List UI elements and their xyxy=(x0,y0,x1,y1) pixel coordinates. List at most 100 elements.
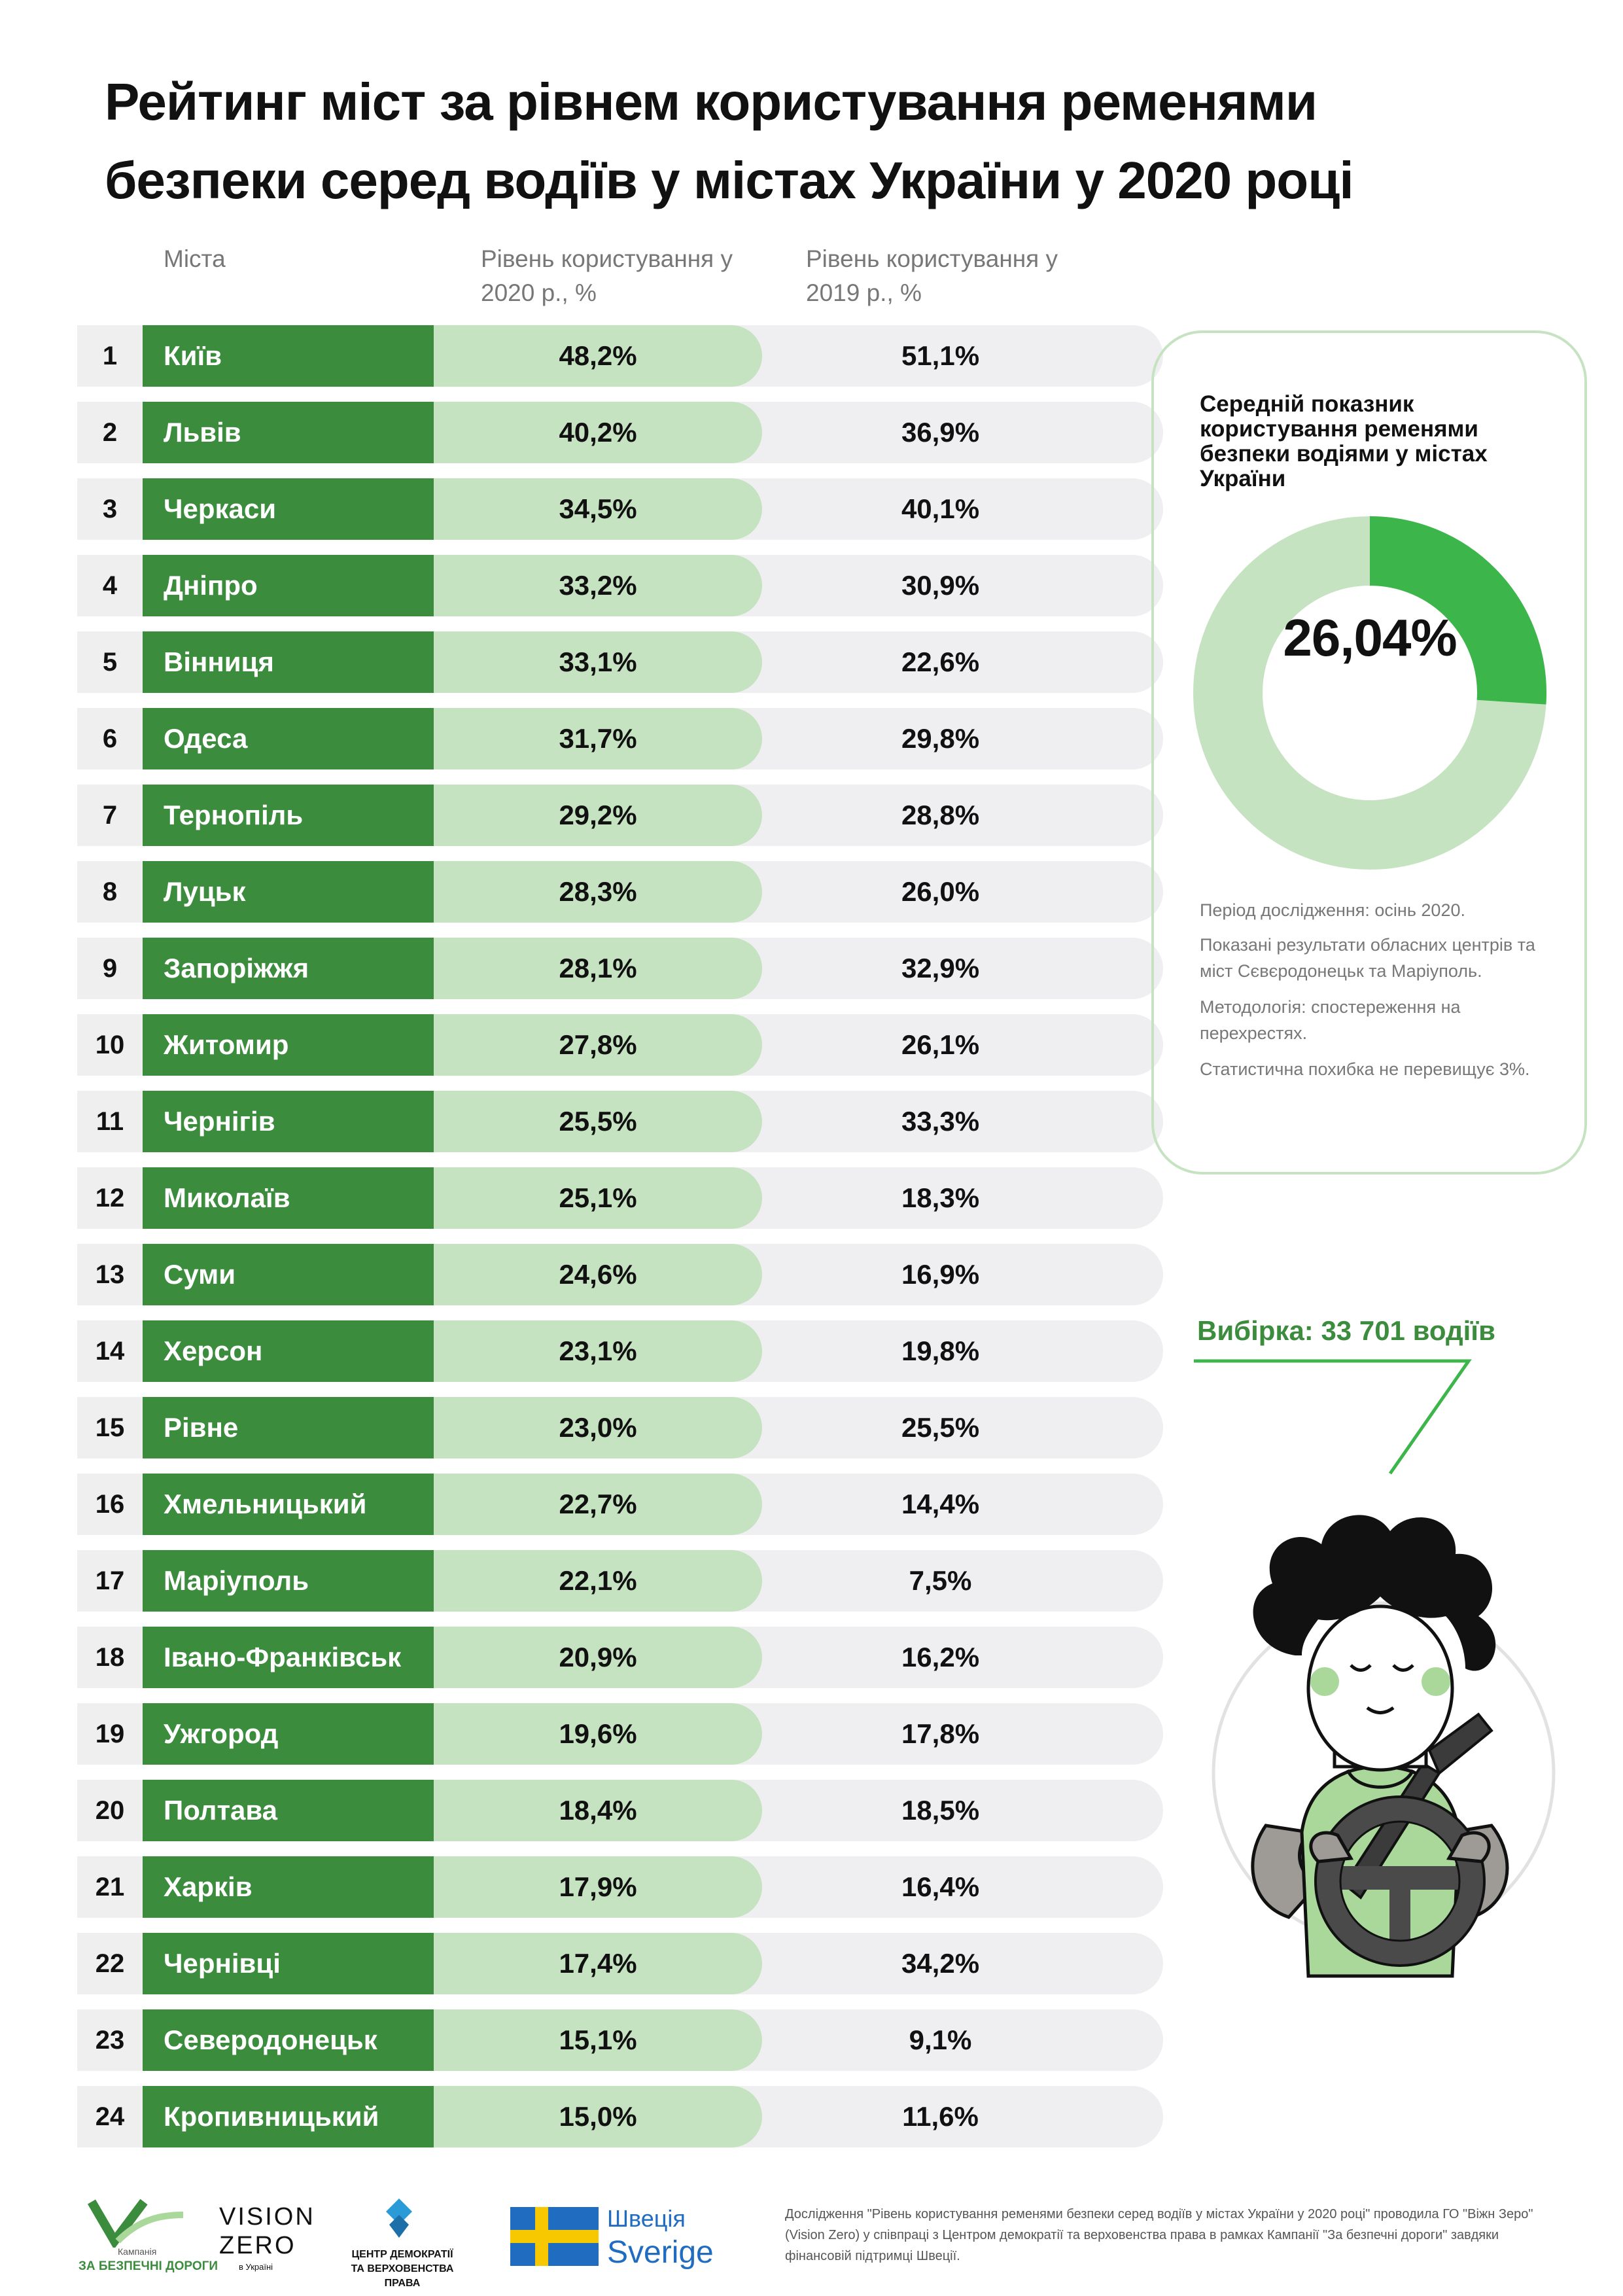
table-row: 4 30,9% 33,2% Дніпро xyxy=(77,555,1163,616)
value-2019-label: 16,9% xyxy=(901,1259,980,1290)
city-cell: Суми xyxy=(143,1244,434,1305)
city-cell: Запоріжжя xyxy=(143,938,434,999)
city-cell: Львів xyxy=(143,402,434,463)
table-row: 7 28,8% 29,2% Тернопіль xyxy=(77,785,1163,846)
value-2020-label: 31,7% xyxy=(434,708,762,769)
rank-cell: 10 xyxy=(77,1014,143,1076)
value-2019-label: 36,9% xyxy=(901,417,980,448)
note-error: Статистична похибка не перевищує 3%. xyxy=(1200,1059,1530,1079)
table-row: 2 36,9% 40,2% Львів xyxy=(77,402,1163,463)
value-2020-label: 28,3% xyxy=(434,861,762,923)
rank-cell: 23 xyxy=(77,2009,143,2071)
average-donut-chart xyxy=(1193,516,1546,870)
rank-cell: 16 xyxy=(77,1474,143,1535)
rank-cell: 20 xyxy=(77,1780,143,1841)
value-2019-label: 29,8% xyxy=(901,723,980,754)
column-header-2019: Рівень користування у 2019 р., % xyxy=(806,245,1058,306)
table-row: 24 11,6% 15,0% Кропивницький xyxy=(77,2086,1163,2147)
city-cell: Луцьк xyxy=(143,861,434,923)
value-2020-label: 25,5% xyxy=(434,1091,762,1152)
ranking-table: 1 51,1% 48,2% Київ 2 36,9% 40,2% Львів 3 40,1% 34,… xyxy=(77,325,1163,2163)
table-row: 22 34,2% 17,4% Чернівці xyxy=(77,1933,1163,1994)
rank-cell: 15 xyxy=(77,1397,143,1458)
table-row: 13 16,9% 24,6% Суми xyxy=(77,1244,1163,1305)
rank-cell: 7 xyxy=(77,785,143,846)
rank-cell: 13 xyxy=(77,1244,143,1305)
donut-value-slice xyxy=(1369,516,1546,705)
value-2019-label: 34,2% xyxy=(901,1948,980,1979)
city-cell: Харків xyxy=(143,1856,434,1918)
table-row: 15 25,5% 23,0% Рівне xyxy=(77,1397,1163,1458)
rank-cell: 5 xyxy=(77,631,143,693)
cdrl-logo-icon xyxy=(386,2199,412,2238)
value-2020-label: 23,0% xyxy=(434,1397,762,1458)
value-2020-label: 19,6% xyxy=(434,1703,762,1765)
city-cell: Полтава xyxy=(143,1780,434,1841)
value-2020-label: 34,5% xyxy=(434,478,762,540)
value-2019-label: 22,6% xyxy=(901,646,980,677)
value-2020-label: 48,2% xyxy=(434,325,762,387)
value-2020-label: 15,1% xyxy=(434,2009,762,2071)
value-2019-label: 26,0% xyxy=(901,876,980,907)
table-row: 21 16,4% 17,9% Харків xyxy=(77,1856,1163,1918)
rank-cell: 2 xyxy=(77,402,143,463)
value-2020-label: 25,1% xyxy=(434,1167,762,1229)
cdrl-logo-text: ЦЕНТР ДЕМОКРАТІЇ ТА ВЕРХОВЕНСТВА ПРАВА xyxy=(351,2249,454,2289)
rank-cell: 6 xyxy=(77,708,143,769)
value-2020-label: 28,1% xyxy=(434,938,762,999)
driver-illustration-icon xyxy=(1212,1515,1556,1978)
panel-title: Середній показник користування ременями … xyxy=(1200,391,1488,491)
table-row: 12 18,3% 25,1% Миколаїв xyxy=(77,1167,1163,1229)
footer-note: Дослідження "Рівень користування ременям… xyxy=(785,2207,1533,2263)
rank-cell: 21 xyxy=(77,1856,143,1918)
value-2019-label: 17,8% xyxy=(901,1718,980,1749)
value-2019-label: 32,9% xyxy=(901,953,980,983)
value-2019-label: 16,4% xyxy=(901,1871,980,1902)
value-2019-label: 9,1% xyxy=(909,2024,972,2055)
rank-cell: 3 xyxy=(77,478,143,540)
city-cell: Чернігів xyxy=(143,1091,434,1152)
page-title: Рейтинг міст за рівнем користування реме… xyxy=(105,73,1354,209)
rank-cell: 12 xyxy=(77,1167,143,1229)
value-2019-label: 14,4% xyxy=(901,1489,980,1519)
value-2020-label: 27,8% xyxy=(434,1014,762,1076)
table-row: 10 26,1% 27,8% Житомир xyxy=(77,1014,1163,1076)
rank-cell: 8 xyxy=(77,861,143,923)
table-row: 8 26,0% 28,3% Луцьк xyxy=(77,861,1163,923)
city-cell: Маріуполь xyxy=(143,1550,434,1612)
table-row: 3 40,1% 34,5% Черкаси xyxy=(77,478,1163,540)
value-2019-label: 19,8% xyxy=(901,1335,980,1366)
vision-zero-logo-small: в Україні xyxy=(239,2262,273,2272)
value-2019-label: 33,3% xyxy=(901,1106,980,1137)
vision-zero-logo-line1: VISION xyxy=(219,2203,315,2231)
table-row: 23 9,1% 15,1% Северодонецьк xyxy=(77,2009,1163,2071)
city-cell: Рівне xyxy=(143,1397,434,1458)
city-cell: Северодонецьк xyxy=(143,2009,434,2071)
value-2020-label: 17,4% xyxy=(434,1933,762,1994)
campaign-logo-text: ЗА БЕЗПЕЧНІ ДОРОГИ xyxy=(79,2259,218,2273)
sweden-flag-icon xyxy=(510,2207,599,2266)
campaign-logo-icon xyxy=(87,2199,184,2248)
rank-cell: 14 xyxy=(77,1320,143,1382)
city-cell: Вінниця xyxy=(143,631,434,693)
column-header-2020: Рівень користування у 2020 р., % xyxy=(481,245,733,306)
value-2019-label: 40,1% xyxy=(901,493,980,524)
table-row: 18 16,2% 20,9% Івано-Франківськ xyxy=(77,1627,1163,1688)
city-cell: Тернопіль xyxy=(143,785,434,846)
table-row: 20 18,5% 18,4% Полтава xyxy=(77,1780,1163,1841)
value-2019-label: 18,3% xyxy=(901,1182,980,1213)
value-2019-label: 26,1% xyxy=(901,1029,980,1060)
value-2020-label: 24,6% xyxy=(434,1244,762,1305)
rank-cell: 17 xyxy=(77,1550,143,1612)
sample-size-label: Вибірка: 33 701 водіїв xyxy=(1197,1315,1495,1346)
value-2020-label: 18,4% xyxy=(434,1780,762,1841)
note-period: Період дослідження: осінь 2020. xyxy=(1200,900,1465,920)
rank-cell: 24 xyxy=(77,2086,143,2147)
city-cell: Івано-Франківськ xyxy=(143,1627,434,1688)
table-row: 5 22,6% 33,1% Вінниця xyxy=(77,631,1163,693)
average-panel: Середній показник користування ременями … xyxy=(1151,330,1587,1174)
table-row: 11 33,3% 25,5% Чернігів xyxy=(77,1091,1163,1152)
footer-logos: Кампанія ЗА БЕЗПЕЧНІ ДОРОГИ VISION ZERO … xyxy=(79,2195,765,2289)
rank-cell: 11 xyxy=(77,1091,143,1152)
value-2019-label: 51,1% xyxy=(901,340,980,371)
